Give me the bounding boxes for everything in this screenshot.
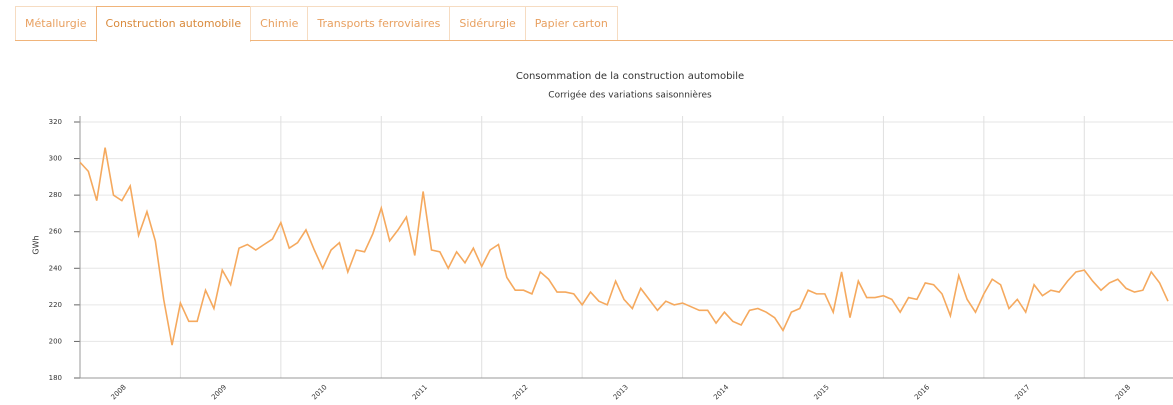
x-tick-label: 2018 [1114,383,1132,401]
tab[interactable]: Transports ferroviaires [307,6,451,40]
tab[interactable]: Sidérurgie [449,6,526,40]
x-tick-label: 2012 [511,383,529,401]
tab-bar: Métallurgie Construction automobile Chimie… [15,6,1173,42]
y-tick-label: 200 [49,337,62,345]
x-tick-label: 2011 [411,383,429,401]
y-tick-label: 180 [49,374,62,382]
x-tick-label: 2009 [210,383,228,401]
tab[interactable]: Chimie [250,6,309,40]
chart-subtitle: Corrigée des variations saisonnières [548,90,712,101]
chart-title: Consommation de la construction automobi… [516,71,744,82]
y-tick-label: 300 [49,155,62,163]
x-tick-label: 2016 [913,383,932,402]
x-tick-label: 2014 [712,383,731,402]
y-tick-label: 240 [49,264,62,272]
x-tick-label: 2017 [1013,383,1031,401]
data-line [79,147,1169,346]
x-tick-label: 2008 [110,383,128,401]
x-tick-label: 2010 [310,383,328,401]
tab[interactable]: Construction automobile [95,6,252,42]
y-tick-label: 260 [49,228,62,236]
tab[interactable]: Papier carton [524,6,618,40]
x-tick-label: 2013 [612,383,630,401]
y-tick-label: 320 [49,118,62,126]
y-axis-label: GWh [32,235,41,254]
y-tick-label: 280 [49,191,62,199]
tab[interactable]: Métallurgie [15,6,97,40]
y-tick-label: 220 [49,301,62,309]
x-tick-label: 2015 [813,383,831,401]
